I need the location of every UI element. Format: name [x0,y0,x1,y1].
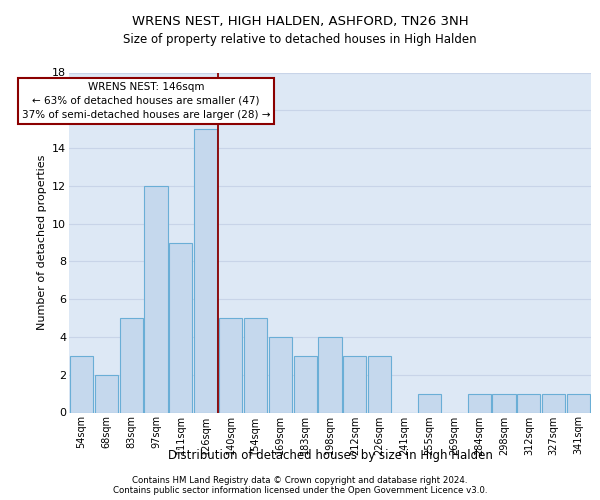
Bar [567,394,590,412]
Bar [244,318,267,412]
Bar [269,337,292,412]
Bar [343,356,367,412]
Bar [95,374,118,412]
Bar [293,356,317,412]
Text: WRENS NEST: 146sqm
← 63% of detached houses are smaller (47)
37% of semi-detache: WRENS NEST: 146sqm ← 63% of detached hou… [22,82,271,120]
Text: Contains public sector information licensed under the Open Government Licence v3: Contains public sector information licen… [113,486,487,495]
Bar [493,394,515,412]
Bar [219,318,242,412]
Text: Size of property relative to detached houses in High Halden: Size of property relative to detached ho… [123,32,477,46]
Bar [119,318,143,412]
Bar [368,356,391,412]
Bar [467,394,491,412]
Text: Distribution of detached houses by size in High Halden: Distribution of detached houses by size … [167,450,493,462]
Bar [145,186,167,412]
Bar [70,356,93,412]
Text: WRENS NEST, HIGH HALDEN, ASHFORD, TN26 3NH: WRENS NEST, HIGH HALDEN, ASHFORD, TN26 3… [131,15,469,28]
Bar [517,394,541,412]
Bar [169,242,193,412]
Bar [194,129,217,412]
Y-axis label: Number of detached properties: Number of detached properties [37,155,47,330]
Bar [542,394,565,412]
Bar [418,394,441,412]
Text: Contains HM Land Registry data © Crown copyright and database right 2024.: Contains HM Land Registry data © Crown c… [132,476,468,485]
Bar [319,337,341,412]
